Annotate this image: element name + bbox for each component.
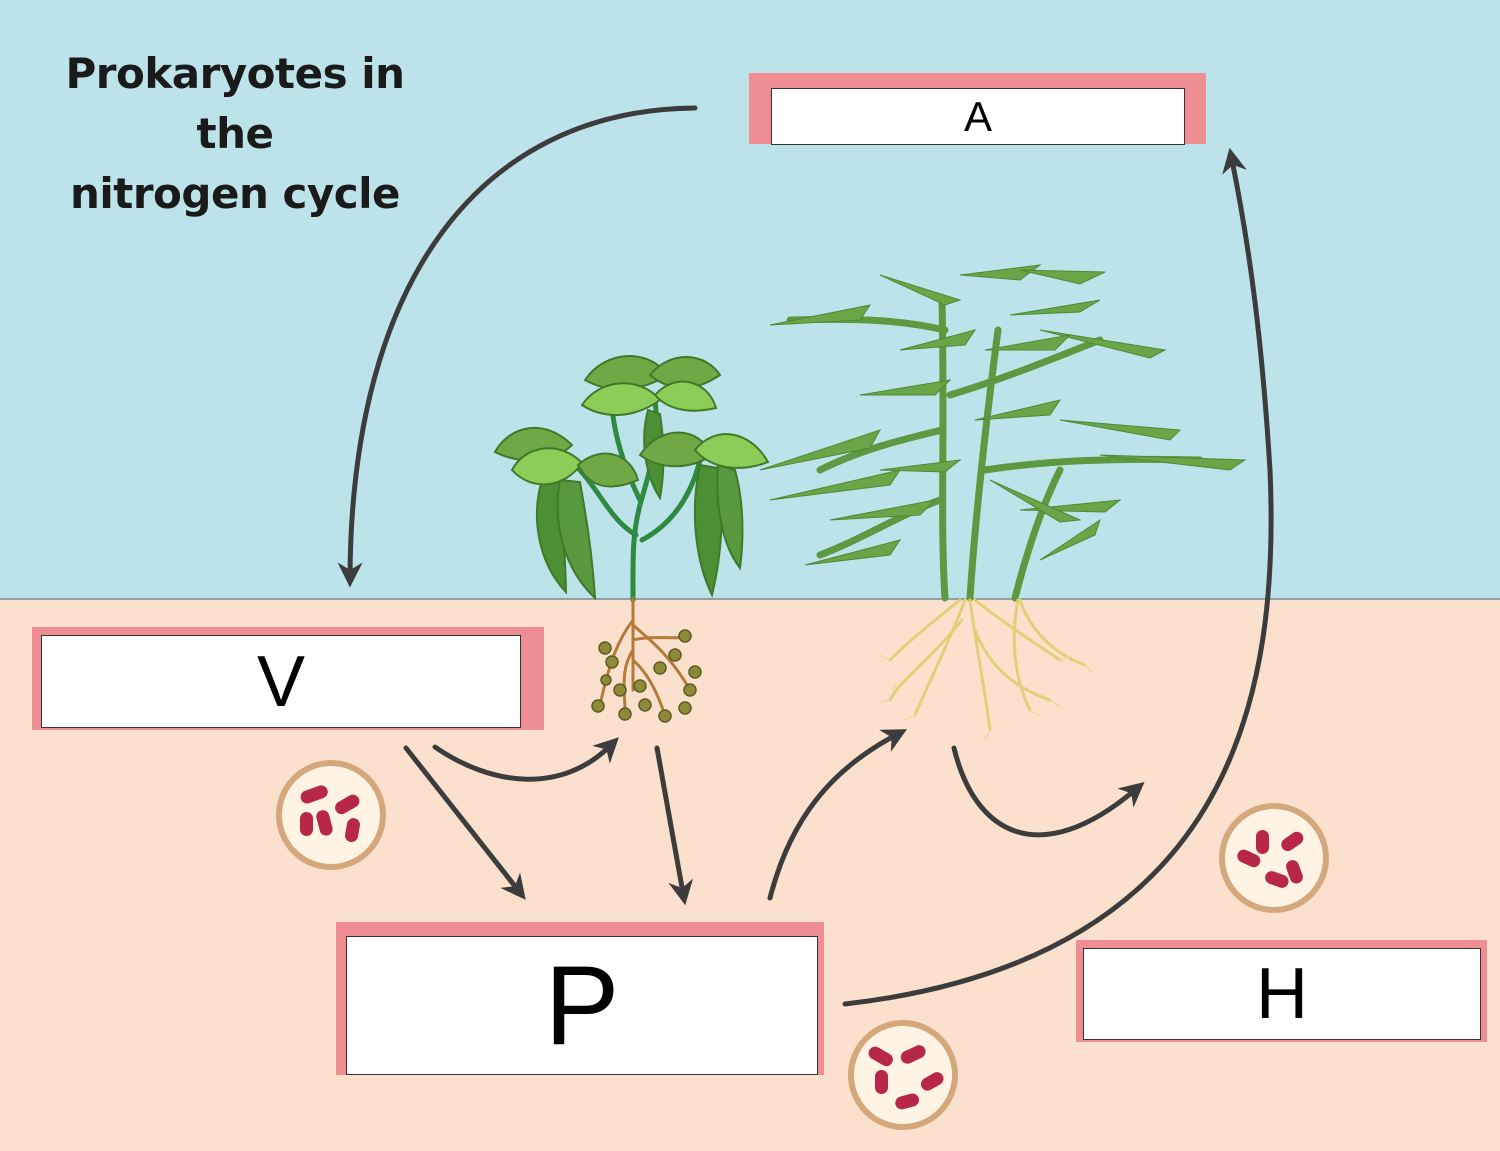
label-box-p: P: [336, 922, 824, 1075]
bacteria-icon: [276, 760, 386, 870]
arrow-atmosphere-to-v: [337, 105, 698, 588]
diagram-title: Prokaryotes in the nitrogen cycle: [20, 44, 450, 224]
arrow-p-to-grass: [767, 729, 908, 901]
arrow-legume-to-p: [654, 745, 694, 906]
cycle-arrows: [337, 105, 1274, 1007]
label-p: P: [346, 936, 818, 1075]
title-line-1: Prokaryotes in the: [65, 49, 405, 158]
bacteria-icon: [848, 1020, 958, 1130]
label-box-a: A: [749, 73, 1206, 145]
label-h: H: [1083, 948, 1481, 1040]
label-v: V: [41, 635, 521, 728]
arrow-v-to-legume: [432, 737, 619, 782]
arrow-p-to-atmosphere: [842, 147, 1274, 1007]
legume-plant-illustration: [493, 355, 770, 723]
grass-plant-illustration: [759, 264, 1247, 741]
arrow-grass-to-h: [951, 745, 1145, 838]
label-box-v: V: [32, 627, 544, 730]
label-a: A: [771, 88, 1185, 145]
arrow-v-to-p: [403, 745, 526, 900]
bacteria-icon: [1219, 803, 1329, 913]
title-line-2: nitrogen cycle: [69, 169, 401, 218]
label-box-h: H: [1076, 940, 1487, 1042]
